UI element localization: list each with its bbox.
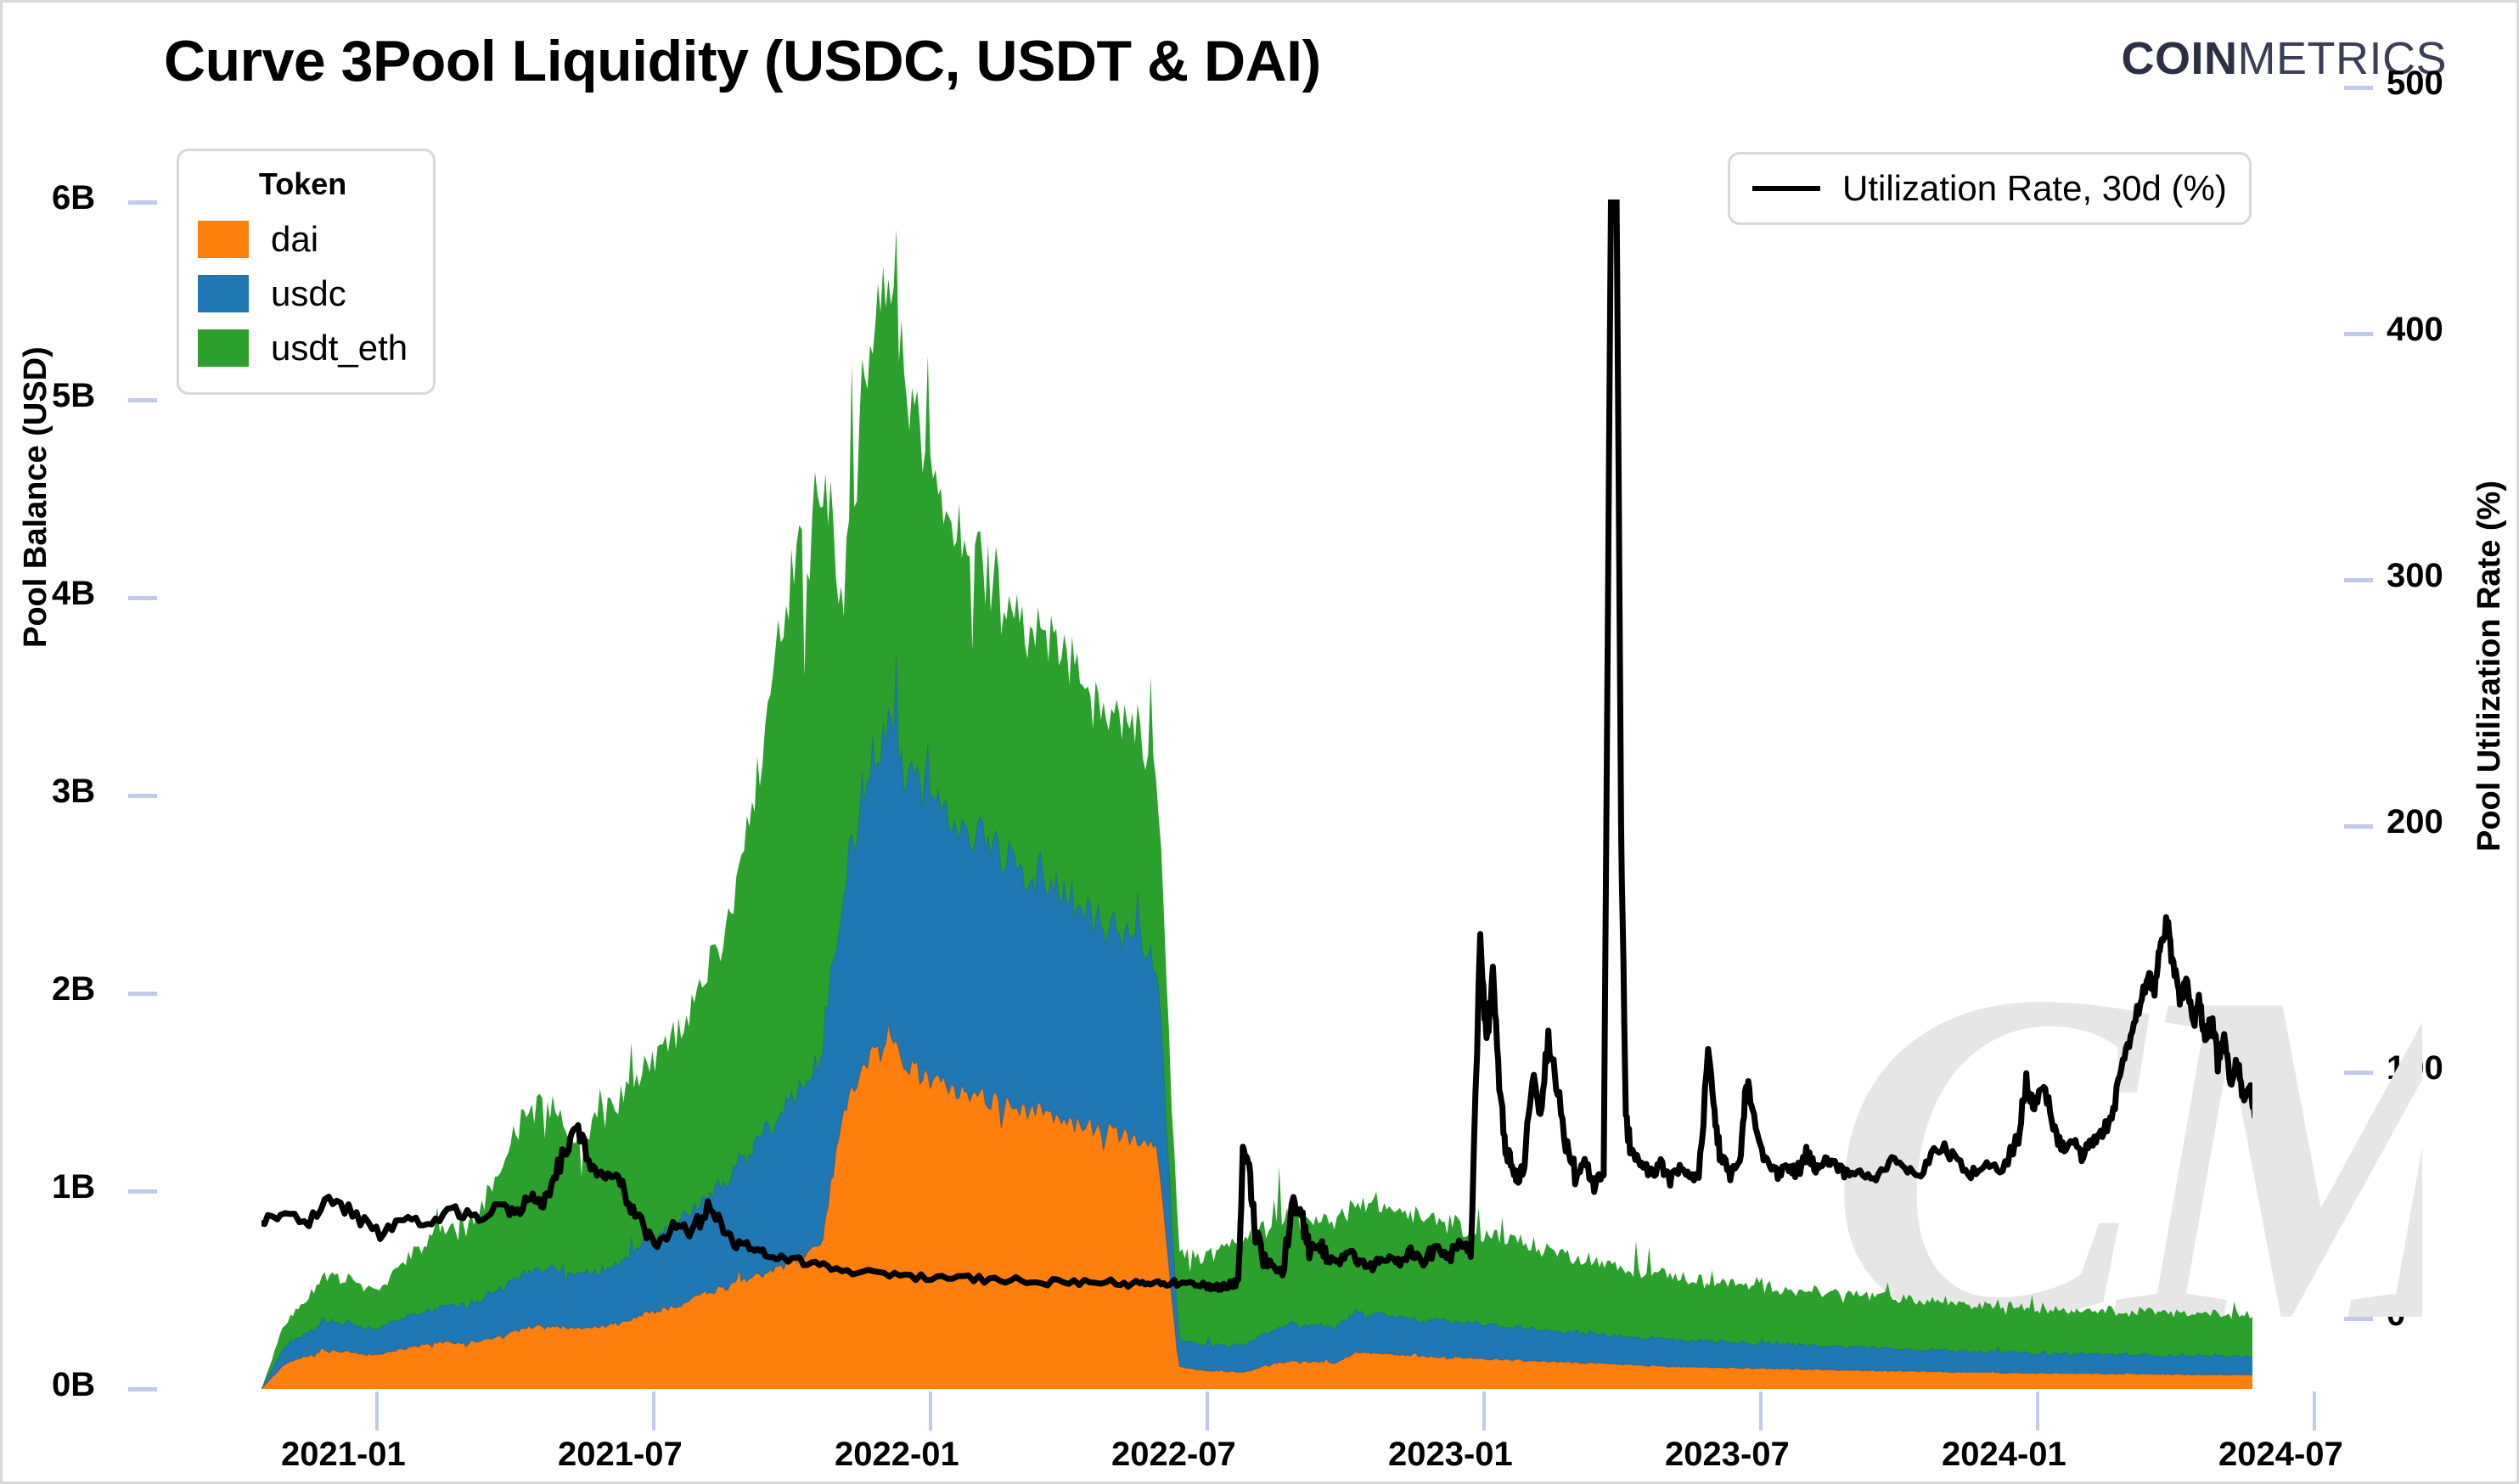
legend-label-dai: dai [271,219,319,259]
legend-label-utilization: Utilization Rate, 30d (%) [1842,168,2227,208]
legend-item-usdt-eth[interactable]: usdt_eth [198,321,408,375]
y-tick-dash-0b [128,1387,157,1391]
y2-tick-dash-200 [2344,824,2373,829]
y-tick-label-1b: 1B [52,1168,96,1206]
x-tick-mark-7 [2313,1391,2316,1431]
x-tick-label-2: 2022-01 [835,1436,959,1473]
y-axis-left-label: Pool Balance (USD) [18,346,53,648]
legend-item-usdc[interactable]: usdc [198,267,408,321]
x-tick-label-3: 2022-07 [1111,1436,1236,1473]
y-tick-label-3b: 3B [52,773,96,810]
y2-tick-dash-500 [2344,86,2373,90]
y2-tick-label-400: 400 [2387,311,2443,348]
y-tick-dash-3b [128,794,157,798]
legend-swatch-usdc [198,275,249,312]
coinmetrics-logo: COINMETRICS [2122,32,2448,85]
y2-tick-dash-400 [2344,332,2373,336]
token-legend: Token dai usdc usdt_eth [177,149,436,395]
y2-tick-label-100: 100 [2387,1049,2443,1087]
y2-tick-label-300: 300 [2387,557,2443,594]
y-tick-label-6b: 6B [52,179,96,216]
y-tick-label-0b: 0B [52,1366,96,1403]
y-tick-dash-4b [128,596,157,600]
y-tick-dash-2b [128,992,157,996]
x-tick-mark-2 [929,1391,932,1431]
y-tick-label-5b: 5B [52,377,96,414]
y2-tick-dash-0 [2344,1317,2373,1321]
legend-label-usdt-eth: usdt_eth [271,328,408,368]
y-tick-dash-5b [128,398,157,402]
x-tick-mark-4 [1482,1391,1486,1431]
page-title: Curve 3Pool Liquidity (USDC, USDT & DAI) [164,29,1321,93]
legend-swatch-usdt-eth [198,329,249,367]
y-tick-label-4b: 4B [52,575,96,612]
y2-tick-dash-300 [2344,578,2373,582]
x-tick-mark-1 [652,1391,655,1431]
logo-bold: COIN [2121,33,2238,84]
plot-area [261,200,2252,1389]
x-tick-label-0: 2021-01 [281,1436,406,1473]
x-tick-label-7: 2024-07 [2218,1436,2343,1473]
x-tick-mark-3 [1206,1391,1209,1431]
logo-light: METRICS [2237,33,2447,84]
y2-tick-label-500: 500 [2387,65,2443,102]
y2-tick-dash-100 [2344,1071,2373,1075]
legend-swatch-dai [198,221,249,258]
y-tick-dash-1b [128,1189,157,1194]
x-tick-mark-0 [375,1391,379,1431]
x-tick-mark-5 [1759,1391,1763,1431]
x-tick-label-5: 2023-07 [1665,1436,1790,1473]
legend-item-dai[interactable]: dai [198,212,408,267]
y2-tick-label-200: 200 [2387,803,2443,840]
utilization-legend: Utilization Rate, 30d (%) [1728,152,2252,225]
legend-label-usdc: usdc [271,273,346,313]
y2-tick-label-0: 0 [2387,1296,2406,1333]
x-tick-label-4: 2023-01 [1388,1436,1513,1473]
x-tick-label-6: 2024-01 [1942,1436,2066,1473]
y-tick-dash-6b [128,200,157,205]
y-axis-right-label: Pool Utilization Rate (%) [2471,481,2507,852]
y-tick-label-2b: 2B [52,970,96,1008]
legend-line-utilization [1752,186,1820,191]
legend-title: Token [258,166,347,201]
x-tick-label-1: 2021-07 [558,1436,683,1473]
x-tick-mark-6 [2036,1391,2039,1431]
chart-canvas [261,200,2252,1389]
